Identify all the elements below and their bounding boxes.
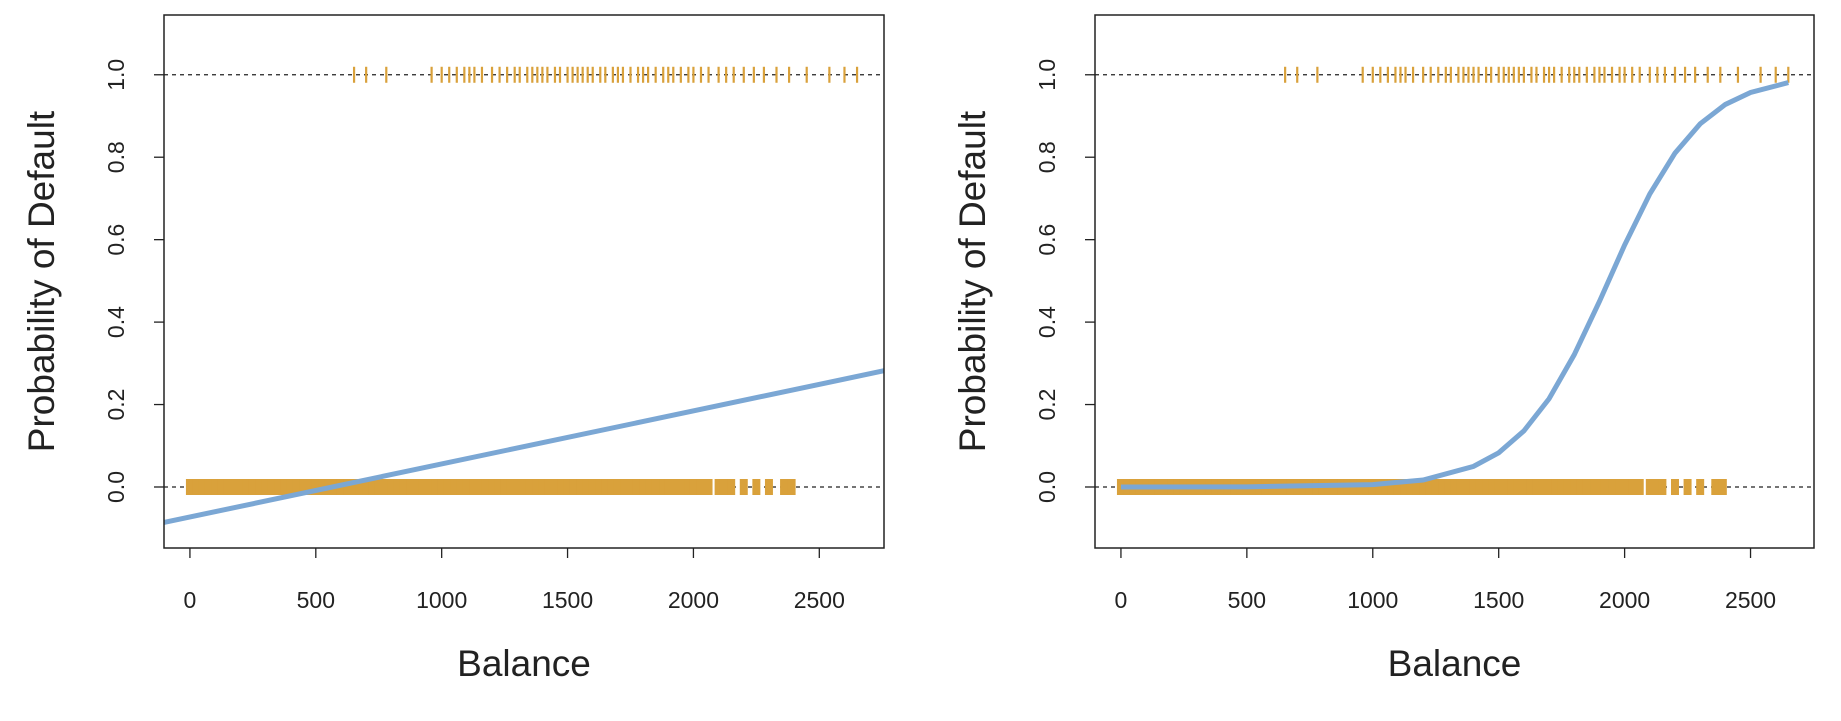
x-axis-label: Balance xyxy=(457,643,591,684)
y-tick-label: 0.4 xyxy=(1034,306,1060,338)
x-tick-label: 0 xyxy=(1115,587,1128,613)
y-tick-label: 0.4 xyxy=(103,306,129,338)
y-axis-label: Probability of Default xyxy=(952,110,993,452)
x-tick-label: 2500 xyxy=(1725,587,1776,613)
y-tick-label: 0.0 xyxy=(103,471,129,503)
x-tick-label: 1000 xyxy=(1347,587,1398,613)
plot-frame xyxy=(1094,14,1815,549)
panel: 0 500 1000 1500 2000 2500 0.0 0.2 0.4 0.6 0.8 1.0 Ba… xyxy=(952,14,1815,684)
rug xyxy=(352,66,859,83)
y-tick-label: 0.2 xyxy=(1034,389,1060,421)
x-tick-label: 1500 xyxy=(542,587,593,613)
y-tick-label: 0.0 xyxy=(1034,471,1060,503)
plot-frame xyxy=(163,14,885,549)
rug xyxy=(1284,66,1790,83)
x-tick-label: 2000 xyxy=(1599,587,1650,613)
fit-line xyxy=(164,368,884,525)
fit-line xyxy=(1120,80,1789,490)
y-axis-label: Probability of Default xyxy=(21,110,62,452)
y-tick-label: 1.0 xyxy=(1034,59,1060,91)
y-tick-label: 0.8 xyxy=(103,141,129,173)
rug xyxy=(185,478,796,495)
y-tick-label: 0.6 xyxy=(1034,224,1060,256)
x-tick-label: 2000 xyxy=(668,587,719,613)
x-tick-label: 1500 xyxy=(1473,587,1524,613)
y-tick-label: 0.6 xyxy=(103,224,129,256)
x-axis-label: Balance xyxy=(1388,643,1522,684)
y-tick-label: 1.0 xyxy=(103,59,129,91)
x-tick-label: 500 xyxy=(297,587,335,613)
x-tick-label: 1000 xyxy=(416,587,467,613)
y-tick-label: 0.2 xyxy=(103,389,129,421)
x-tick-label: 500 xyxy=(1228,587,1266,613)
x-tick-label: 0 xyxy=(184,587,197,613)
x-tick-label: 2500 xyxy=(794,587,845,613)
y-tick-label: 0.8 xyxy=(1034,141,1060,173)
panel: 0 500 1000 1500 2000 2500 0.0 0.2 0.4 0.6 0.8 1.0 Ba… xyxy=(21,14,885,684)
